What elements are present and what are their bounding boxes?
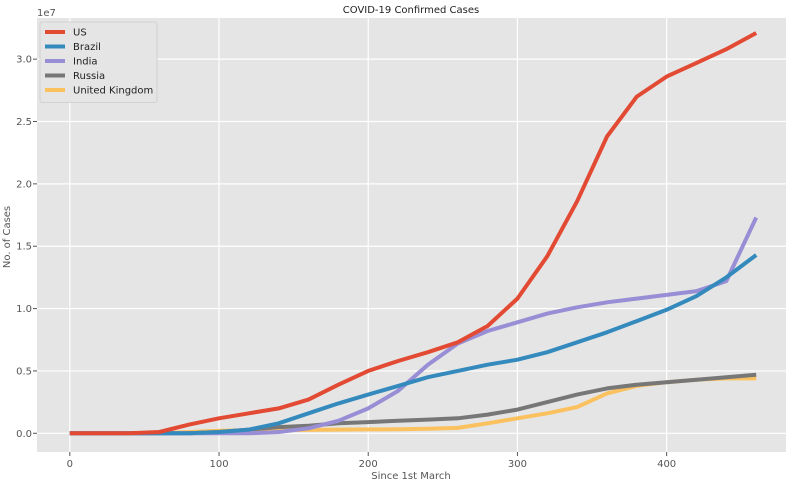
x-tick-label: 100 (209, 459, 228, 470)
x-axis-label: Since 1st March (371, 471, 450, 482)
y-axis-offset-label: 1e7 (37, 8, 56, 19)
y-tick-label: 3.0 (16, 55, 32, 66)
legend-label: US (73, 28, 87, 39)
chart-title: COVID-19 Confirmed Cases (343, 5, 479, 16)
y-tick-label: 0.5 (16, 366, 32, 377)
x-axis: 0 100 200 300 400 (67, 452, 676, 470)
legend-label: Russia (73, 71, 105, 82)
series-line-brazil (69, 253, 758, 436)
series-line-us (69, 31, 758, 436)
x-tick-label: 200 (359, 459, 378, 470)
legend-box (39, 21, 158, 103)
series-layer (69, 31, 759, 436)
x-tick-label: 300 (508, 459, 527, 470)
legend: US Brazil India Russia United Kingdom (39, 21, 158, 103)
y-tick-label: 0.0 (16, 429, 32, 440)
y-axis-label: No. of Cases (2, 206, 13, 268)
legend-label: Brazil (73, 42, 101, 53)
y-tick-label: 2.5 (16, 117, 32, 128)
y-tick-label: 1.0 (16, 304, 32, 315)
legend-label: India (73, 57, 98, 68)
grid-lines (37, 18, 786, 452)
y-tick-label: 1.5 (16, 242, 32, 253)
legend-label: United Kingdom (73, 86, 153, 97)
y-tick-label: 2.0 (16, 179, 32, 190)
x-tick-label: 400 (657, 459, 676, 470)
y-axis: 0.0 0.5 1.0 1.5 2.0 2.5 3.0 (16, 55, 37, 440)
x-tick-label: 0 (67, 459, 73, 470)
